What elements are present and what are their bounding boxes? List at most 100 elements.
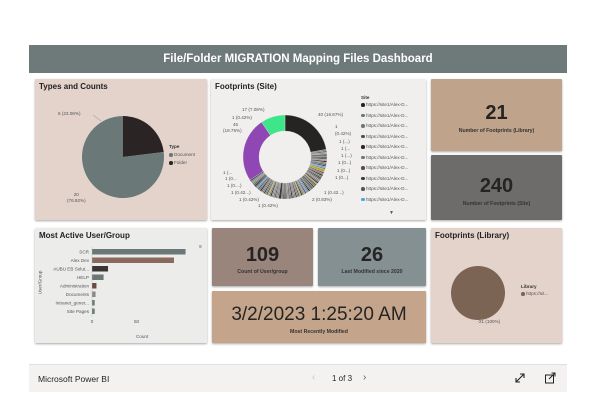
types-pie-chart[interactable]: [35, 79, 207, 220]
site-legend-item[interactable]: https://site1/Alex-D...: [361, 134, 408, 145]
site-legend-item[interactable]: https://site1/Alex-D...: [361, 176, 408, 187]
site-legend-dot: [361, 145, 365, 149]
kpi-footprints-library-caption: Number of Footprints (Library): [458, 128, 535, 134]
bar-category-label: Alex Dev: [71, 258, 90, 263]
site-label-right-b: 1: [335, 124, 338, 129]
site-legend-dot: [361, 166, 365, 170]
site-label-right-d: 1 (...): [339, 139, 350, 144]
types-pie-slice-folder: [123, 116, 164, 157]
scroll-handle-icon[interactable]: ≡: [199, 244, 202, 250]
kpi-footprints-site-value: 240: [479, 175, 514, 197]
x-tick-label: 50: [134, 319, 140, 324]
library-slice-label: 21 (100%): [479, 319, 501, 324]
most-active-bar-chart[interactable]: SCR Alex Dev AUBU EB Solut... HELP Administr…: [35, 228, 207, 343]
document-slice-count: 20 (76.92%): [67, 192, 86, 203]
site-legend-dot: [361, 134, 365, 139]
site-label-bottom-d: 1 (0.42%): [258, 203, 278, 208]
site-legend-dot: [361, 197, 365, 202]
site-legend-item[interactable]: https://site1/Alex-D...: [361, 113, 408, 124]
legend-item-document[interactable]: Document: [169, 152, 195, 157]
site-legend-item[interactable]: https://site1/Alex-D...: [361, 123, 408, 134]
x-axis-label: Count: [136, 334, 149, 339]
bar-category-label: AUBU EB Solut...: [53, 267, 89, 272]
kpi-footprints-library[interactable]: 21 Number of Footprints (Library): [431, 79, 562, 151]
site-label-right-e: 1 (...: [341, 146, 351, 151]
site-label-left-b: (18.75%): [223, 128, 242, 133]
site-legend-item[interactable]: https://site1/Alex-D...: [361, 102, 408, 113]
bar-6: [92, 300, 95, 306]
site-legend-dot: [361, 103, 365, 107]
bar-category-label: Administration: [60, 284, 90, 289]
footprints-site-card[interactable]: Footprints (Site) 17 (7.08%) 1 (0.42%) 4…: [211, 79, 426, 220]
library-legend-label: https://sit...: [526, 291, 549, 296]
kpi-user-group-count-value: 109: [245, 244, 280, 266]
site-label-bottom-a: 1 (0.42%): [239, 197, 259, 202]
legend-label-folder: Folder: [174, 160, 188, 165]
legend-dot-document: [169, 153, 173, 157]
fullscreen-icon[interactable]: [513, 371, 527, 385]
legend-item-folder[interactable]: Folder: [169, 160, 187, 165]
kpi-footprints-site[interactable]: 240 Number of Footprints (Site): [431, 155, 562, 220]
kpi-user-group-count[interactable]: 109 Count of User/group: [212, 228, 313, 286]
document-slice-label: 20 (76.92%): [67, 192, 86, 204]
site-legend-label: https://site1/Alex-D...: [366, 123, 409, 128]
library-pie-chart[interactable]: [431, 228, 562, 343]
types-pie-slice-document: [82, 116, 164, 198]
kpi-last-modified-caption: Last Modified since 2020: [341, 269, 403, 275]
site-legend-dot: [361, 176, 365, 181]
site-legend-item[interactable]: https://site1/Alex-D...: [361, 155, 408, 166]
site-legend-scroll-icon[interactable]: ▼: [389, 210, 394, 216]
site-legend-item[interactable]: https://site1/Alex-D...: [361, 144, 408, 155]
footprints-library-title: Footprints (Library): [435, 231, 510, 240]
types-legend-title: Type: [169, 144, 180, 149]
previous-page-button[interactable]: ‹: [312, 372, 316, 383]
most-active-title: Most Active User/Group: [39, 231, 130, 240]
bar-1: [92, 257, 174, 263]
site-donut-chart[interactable]: [211, 79, 426, 220]
site-legend-label: https://site1/Alex-D...: [366, 133, 409, 139]
kpi-last-modified-value: 26: [360, 244, 384, 266]
footprints-library-card[interactable]: Footprints (Library) 21 (100%) Library h…: [431, 228, 562, 343]
kpi-user-group-count-caption: Count of User/group: [237, 269, 288, 275]
site-label-bottom-c: 1 (0.42...): [231, 190, 251, 195]
folder-leader-line: [92, 114, 102, 122]
site-label-left-d: 1 (0...: [225, 176, 237, 181]
library-legend-dot: [521, 292, 525, 296]
site-legend-item[interactable]: https://site1/Alex-D...: [361, 197, 408, 208]
site-donut-segment: [261, 114, 286, 136]
kpi-last-modified[interactable]: 26 Last Modified since 2020: [318, 228, 426, 286]
page-indicator: 1 of 3: [332, 374, 353, 383]
bar-0: [92, 249, 186, 255]
site-legend-dot: [361, 155, 365, 160]
site-label-right-g: 1 (0...): [338, 160, 352, 165]
site-legend-item[interactable]: https://site1/Alex-D...: [361, 165, 408, 176]
kpi-footprints-library-value: 21: [485, 102, 508, 124]
next-page-button[interactable]: ›: [363, 372, 367, 383]
bar-category-label: Intranet_gener...: [56, 301, 89, 306]
site-label-right-i: 1 (0...): [335, 175, 349, 180]
site-label-right-f: 1 (...): [341, 153, 352, 158]
power-bi-brand[interactable]: Microsoft Power BI: [38, 374, 110, 384]
x-tick-label: 0: [91, 319, 94, 324]
types-counts-card[interactable]: Types and Counts 6 (23.08%) 20 (76.92%) …: [35, 79, 207, 220]
library-legend-item[interactable]: https://sit...: [521, 291, 548, 296]
kpi-most-recently-modified[interactable]: 3/2/2023 1:25:20 AM Most Recently Modifi…: [212, 291, 426, 343]
site-label-left-a: 45: [233, 122, 239, 127]
kpi-footprints-site-caption: Number of Footprints (Site): [462, 201, 531, 207]
site-legend: https://site1/Alex-D... https://site1/Ale…: [361, 102, 408, 207]
most-active-card[interactable]: Most Active User/Group ≡ User/Group SCR A…: [35, 228, 207, 343]
bar-4: [92, 283, 97, 289]
site-legend-label: https://site1/Alex-D...: [366, 112, 409, 118]
share-icon[interactable]: [543, 371, 557, 385]
site-legend-label: https://site1/Alex-D...: [366, 175, 409, 181]
dashboard-title: File/Folder MIGRATION Mapping Files Dash…: [29, 45, 567, 73]
site-label-right-j: 1 (0.42...): [324, 190, 344, 195]
site-legend-title: Site: [361, 95, 370, 100]
site-legend-item[interactable]: https://site1/Alex-D...: [361, 186, 408, 197]
report-footer: Microsoft Power BI ‹ 1 of 3 ›: [29, 364, 567, 392]
kpi-most-recently-modified-value: 3/2/2023 1:25:20 AM: [231, 304, 407, 325]
site-label-right-c: (0.42%): [335, 131, 352, 136]
library-pie-slice: [451, 266, 505, 320]
site-legend-dot: [361, 187, 365, 191]
site-legend-label: https://site1/Alex-D...: [366, 144, 409, 149]
